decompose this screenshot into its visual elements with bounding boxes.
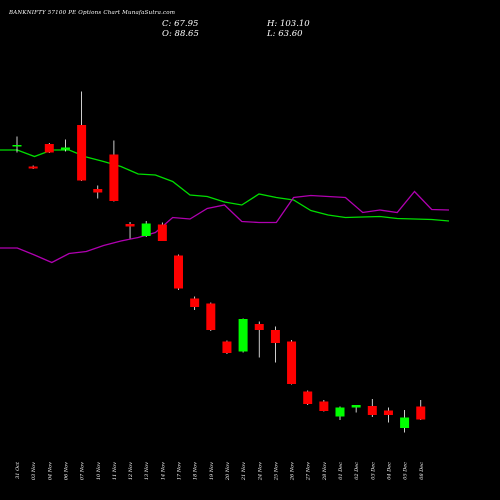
candle-body <box>12 145 22 147</box>
candle-body <box>367 406 377 415</box>
high-value: H: 103.10 <box>267 19 310 29</box>
x-tick-label: 27 Nov <box>306 462 312 481</box>
candle-body <box>44 144 54 153</box>
x-tick-label: 01 Dec <box>338 462 344 480</box>
x-tick-label: 21 Nov <box>241 462 247 481</box>
candle-body <box>416 406 426 420</box>
x-tick-label: 31 Oct <box>15 461 21 479</box>
x-tick-label: 19 Nov <box>209 462 215 480</box>
x-tick-label: 18 Nov <box>193 462 199 480</box>
x-tick-label: 14 Nov <box>160 462 166 480</box>
x-tick-label: 13 Nov <box>144 462 150 480</box>
candle-body <box>351 405 361 408</box>
candle-body <box>77 125 87 181</box>
chart-title: BANKNIFTY 57100 PE Options Chart MunafaS… <box>9 10 176 16</box>
candle-body <box>319 401 329 411</box>
green-indicator-line <box>0 149 450 222</box>
candle-body <box>125 224 135 227</box>
x-tick-label: 03 Dec <box>370 462 376 480</box>
x-tick-label: 26 Nov <box>290 462 296 481</box>
candle-body <box>174 255 183 289</box>
candle-body <box>270 330 280 343</box>
candle-body <box>383 410 393 415</box>
x-tick-label: 07 Nov <box>80 462 86 480</box>
candle-body <box>109 154 119 201</box>
candle-body <box>93 189 103 193</box>
x-tick-label: 05 Dec <box>403 462 409 480</box>
candle-body <box>303 391 313 404</box>
candle-body <box>335 407 345 417</box>
low-value: L: 63.60 <box>267 29 303 39</box>
x-tick-label: 17 Nov <box>177 462 183 480</box>
x-tick-label: 11 Nov <box>112 462 118 480</box>
x-tick-label: 06 Nov <box>63 462 69 480</box>
x-tick-label: 28 Nov <box>322 462 328 481</box>
close-value: C: 67.95 <box>162 19 199 29</box>
candle-body <box>222 341 232 353</box>
x-tick-label: 20 Nov <box>225 462 231 481</box>
x-tick-label: 08 Dec <box>419 462 425 480</box>
candle-body <box>60 147 70 150</box>
candle-body <box>190 298 200 307</box>
x-tick-label: 24 Nov <box>257 462 263 481</box>
x-tick-label: 04 Dec <box>386 462 392 480</box>
x-tick-label: 10 Nov <box>96 462 102 480</box>
x-tick-label: 02 Dec <box>354 462 360 480</box>
candle-body <box>400 417 410 428</box>
magenta-indicator-line <box>0 190 450 264</box>
candle-body <box>28 166 38 169</box>
x-tick-label: 04 Nov <box>47 462 53 480</box>
open-value: O: 88.65 <box>162 29 199 39</box>
candle-body <box>206 303 216 330</box>
candle-body <box>157 224 167 241</box>
candle-body <box>141 223 151 236</box>
candle-body <box>254 324 264 330</box>
candle-body <box>287 341 297 384</box>
x-tick-label: 12 Nov <box>128 462 134 480</box>
x-tick-label: 03 Nov <box>31 462 37 480</box>
candle-body <box>238 319 248 352</box>
x-tick-label: 25 Nov <box>273 462 279 481</box>
